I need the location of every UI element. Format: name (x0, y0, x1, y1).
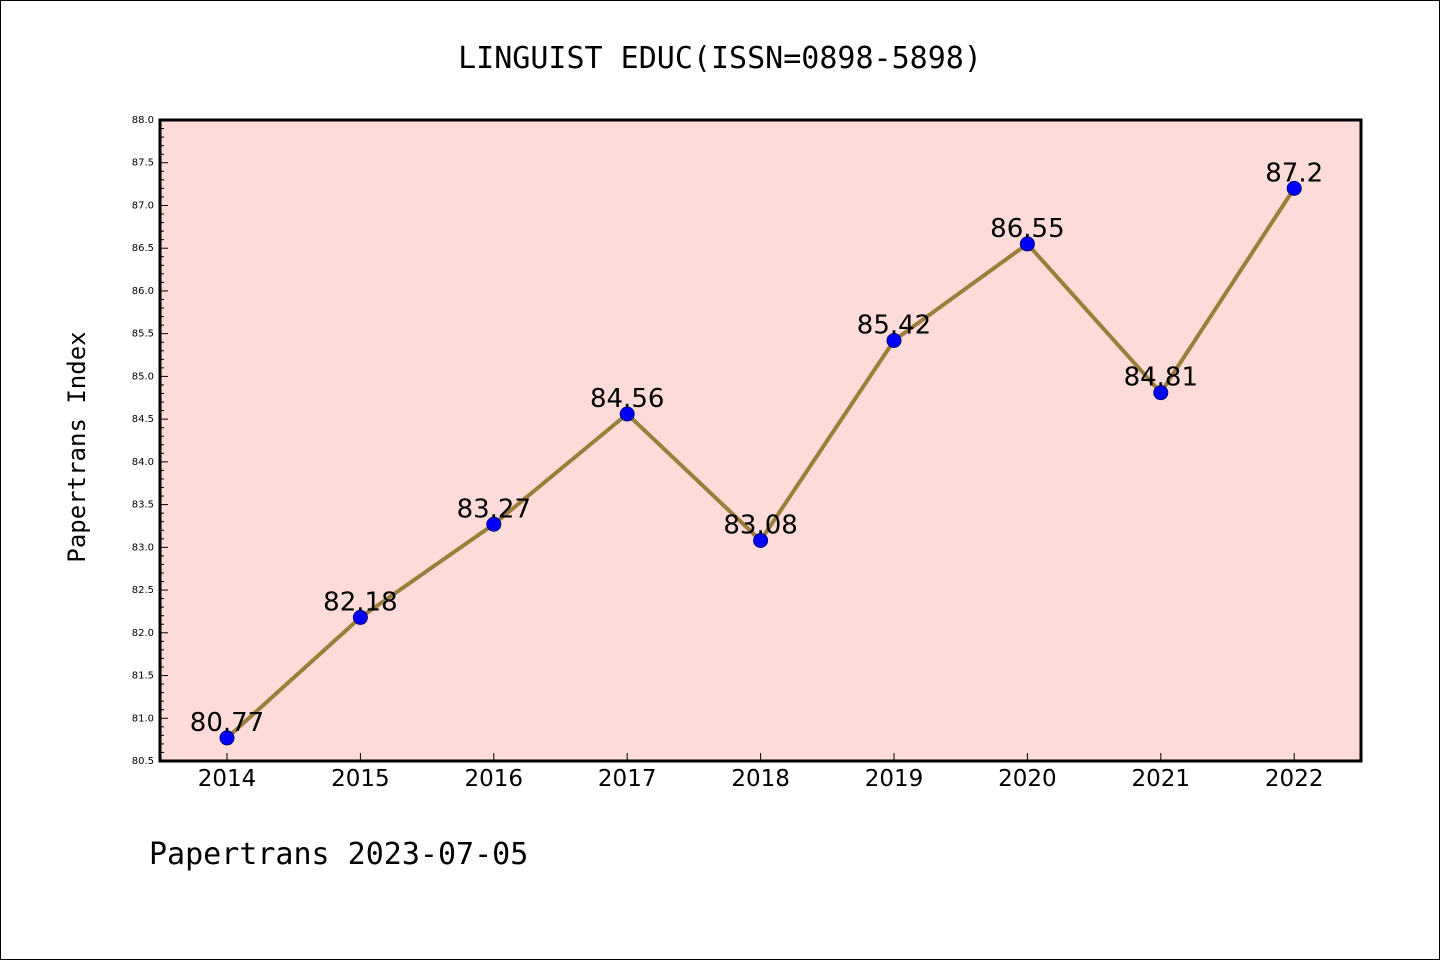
y-tick-label: 81.0 (132, 713, 154, 724)
x-tick-label: 2022 (1265, 766, 1324, 792)
x-axis-ticks: 2014 2015 2016 2017 2018 2019 2020 2021 2022 (198, 753, 1324, 792)
y-tick-label: 87.0 (132, 200, 154, 211)
data-point-marker (219, 730, 235, 746)
x-tick-label: 2021 (1132, 766, 1191, 792)
y-tick-label: 88.0 (132, 115, 154, 126)
data-value-label: 80.77 (190, 708, 264, 738)
data-point-marker (1286, 180, 1302, 196)
chart-title: LINGUIST EDUC(ISSN=0898-5898) (458, 41, 982, 76)
data-point-marker (1153, 385, 1169, 401)
data-value-label: 87.2 (1265, 158, 1323, 188)
data-point-marker (1019, 236, 1035, 252)
y-tick-label: 83.0 (132, 542, 154, 553)
footer-watermark: Papertrans 2023-07-05 (149, 837, 528, 872)
y-tick-label: 87.5 (132, 158, 154, 169)
data-value-label: 84.56 (590, 384, 664, 414)
data-point-marker (486, 516, 502, 532)
x-tick-label: 2016 (465, 766, 524, 792)
data-value-label: 85.42 (857, 311, 931, 341)
data-markers (219, 180, 1302, 746)
x-tick-label: 2019 (865, 766, 924, 792)
y-tick-label: 86.0 (132, 286, 154, 297)
y-axis-ticks: 80.5 81.0 81.5 82.0 82.5 83.0 83.5 84.0 84.5 85.0… (132, 115, 168, 767)
y-tick-label: 84.5 (132, 414, 154, 425)
data-point-marker (753, 532, 769, 548)
data-labels: 80.77 82.18 83.27 84.56 83.08 85.42 86.55 84.81… (190, 158, 1323, 738)
y-tick-label: 82.5 (132, 585, 154, 596)
y-tick-label: 81.5 (132, 671, 154, 682)
data-value-label: 84.81 (1124, 363, 1198, 393)
x-tick-label: 2018 (731, 766, 790, 792)
data-value-label: 83.08 (723, 510, 797, 540)
y-axis-label: Papertrans Index (63, 331, 91, 562)
x-tick-label: 2017 (598, 766, 657, 792)
plot-frame (158, 118, 1363, 763)
x-tick-label: 2015 (331, 766, 390, 792)
data-point-marker (619, 406, 635, 422)
y-tick-label: 85.0 (132, 371, 154, 382)
y-tick-label: 83.5 (132, 500, 154, 511)
y-tick-label: 84.0 (132, 457, 154, 468)
data-value-label: 86.55 (990, 214, 1064, 244)
y-tick-label: 80.5 (132, 756, 154, 767)
y-tick-label: 82.0 (132, 628, 154, 639)
data-point-marker (352, 609, 368, 625)
x-tick-label: 2020 (998, 766, 1057, 792)
data-point-marker (886, 333, 902, 349)
data-value-label: 83.27 (457, 494, 531, 524)
y-tick-label: 86.5 (132, 243, 154, 254)
y-tick-label: 85.5 (132, 329, 154, 340)
data-value-label: 82.18 (323, 587, 397, 617)
plot-area (160, 120, 1361, 761)
x-tick-label: 2014 (198, 766, 257, 792)
